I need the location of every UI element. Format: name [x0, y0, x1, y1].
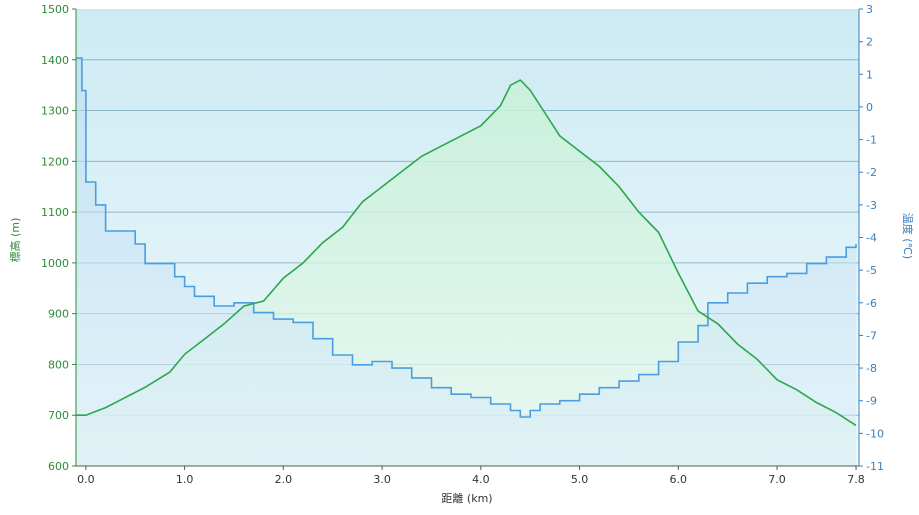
- left-tick-label: 800: [48, 358, 69, 371]
- x-tick-label: 7.8: [847, 473, 865, 486]
- right-tick-label: 1: [866, 68, 873, 81]
- right-tick-label: -9: [866, 395, 877, 408]
- right-tick-label: 0: [866, 101, 873, 114]
- left-tick-label: 1100: [41, 206, 69, 219]
- right-tick-label: -3: [866, 199, 877, 212]
- x-tick-label: 1.0: [176, 473, 194, 486]
- right-tick-label: -11: [866, 460, 884, 473]
- left-tick-label: 1500: [41, 3, 69, 16]
- x-tick-label: 7.0: [768, 473, 786, 486]
- x-tick-label: 4.0: [472, 473, 490, 486]
- right-tick-label: -4: [866, 232, 877, 245]
- left-tick-label: 600: [48, 460, 69, 473]
- right-tick-label: -2: [866, 166, 877, 179]
- x-tick-label: 5.0: [571, 473, 589, 486]
- x-tick-label: 2.0: [275, 473, 293, 486]
- x-tick-label: 6.0: [670, 473, 688, 486]
- right-tick-label: 2: [866, 36, 873, 49]
- right-tick-label: -5: [866, 264, 877, 277]
- elevation-line: [76, 79, 857, 427]
- y-axis-title: 標高 (m): [8, 218, 22, 263]
- right-tick-label: 3: [866, 3, 873, 16]
- right-tick-label: -6: [866, 297, 877, 310]
- temperature-line: [76, 57, 857, 418]
- temperature-area: [76, 58, 856, 466]
- right-tick-label: -8: [866, 362, 877, 375]
- right-tick-label: -1: [866, 134, 877, 147]
- left-tick-label: 1300: [41, 105, 69, 118]
- left-tick-label: 1000: [41, 257, 69, 270]
- left-tick-label: 1200: [41, 155, 69, 168]
- left-tick-label: 900: [48, 308, 69, 321]
- x-axis-title: 距離 (km): [441, 491, 492, 505]
- x-tick-label: 0.0: [77, 473, 95, 486]
- right-tick-label: -7: [866, 329, 877, 342]
- left-axis-ticks: 600 700 800 900 1000 1100 1200 1300 1400 1500: [41, 3, 76, 473]
- x-tick-label: 3.0: [373, 473, 391, 486]
- left-tick-label: 1400: [41, 54, 69, 67]
- right-tick-label: -10: [866, 427, 884, 440]
- x-axis-ticks: 0.0 1.0 2.0 3.0 4.0 5.0 6.0 7.0 7.8: [77, 466, 865, 486]
- left-tick-label: 700: [48, 409, 69, 422]
- y2-axis-title: 温度 (℃): [901, 213, 915, 259]
